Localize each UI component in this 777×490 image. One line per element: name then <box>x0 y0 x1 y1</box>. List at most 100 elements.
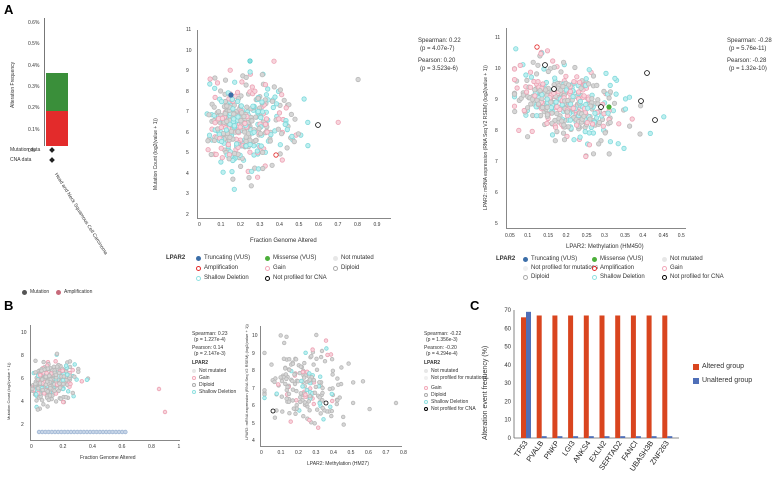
axis-tick: 8 <box>495 128 498 134</box>
shallow-deletion-circle-icon <box>192 390 196 394</box>
scatter-point <box>239 110 245 116</box>
scatter-point <box>301 413 306 419</box>
scatter-b2-legend-not-profiled-mut: Not profiled for mutations <box>424 375 487 381</box>
scatter-point <box>511 91 518 97</box>
scatter-b1-legend-gain: Gain <box>192 375 210 381</box>
axis-tick: 3 <box>186 191 189 198</box>
scatter-point <box>346 361 351 366</box>
scatter-point <box>53 359 58 364</box>
axis-tick: 0.3 <box>256 222 264 228</box>
scatter-point <box>285 384 290 390</box>
scatter-point <box>558 69 564 75</box>
scatter-point <box>638 103 644 109</box>
axis-tick: 2 <box>21 422 24 428</box>
scatter-a1-stat2: Pearson: 0.20 <box>418 58 456 64</box>
scatter-point <box>647 130 653 137</box>
scatter-point <box>574 74 580 80</box>
scatter-point <box>52 388 57 393</box>
scatter-b2-xaxis <box>260 446 402 447</box>
scatter-a1-yaxis <box>197 30 198 218</box>
legend-label: Amplification <box>64 289 93 295</box>
scatter-point <box>312 390 318 395</box>
axis-tick: 0 <box>260 450 263 456</box>
scatter-point <box>246 175 252 181</box>
scatter-point <box>329 357 335 362</box>
scatter-point <box>283 105 289 111</box>
scatter-point <box>586 67 592 73</box>
scatter-point <box>294 398 299 403</box>
scatter-point <box>205 147 211 153</box>
legend-label: Shallow Deletion <box>204 275 249 281</box>
legend-a2-not-mutated: Not mutated <box>662 256 703 262</box>
scatter-point <box>293 411 298 416</box>
scatter-point <box>318 374 323 379</box>
oncoprint-ylabel: Alteration Frequency <box>10 61 16 108</box>
axis-tick: 0.45 <box>658 233 669 239</box>
scatter-b2-xlabel: LPAR2: Methylation (HM27) <box>307 461 369 467</box>
scatter-point <box>314 332 319 338</box>
legend-label: Diploid <box>431 392 447 398</box>
scatter-point <box>206 132 213 138</box>
mutation-dot-icon <box>22 289 27 295</box>
scatter-point <box>360 379 366 384</box>
scatter-point <box>222 111 228 117</box>
legend-a2-shallow: Shallow Deletion <box>592 274 645 280</box>
scatter-point <box>626 94 633 100</box>
scatter-point <box>330 368 336 373</box>
scatter-point <box>587 116 593 122</box>
scatter-point <box>565 97 571 104</box>
scatter-point <box>67 364 73 370</box>
bar-ytick: 70 <box>504 308 511 314</box>
scatter-point <box>247 142 253 148</box>
scatter-b1-stat1: Spearman: 0.23 <box>192 331 228 337</box>
scatter-point <box>269 162 275 168</box>
diploid-circle-icon <box>523 274 528 280</box>
scatter-point <box>67 359 73 364</box>
scatter-b1-legend-shallow: Shallow Deletion <box>192 389 236 395</box>
axis-tick: 4 <box>21 399 24 405</box>
scatter-point <box>227 121 233 127</box>
scatter-point <box>283 372 289 377</box>
scatter-point <box>544 120 550 127</box>
scatter-point <box>560 59 567 65</box>
scatter-point <box>45 389 50 394</box>
scatter-point <box>263 116 270 122</box>
scatter-point <box>577 98 584 105</box>
scatter-point <box>281 97 287 103</box>
axis-tick: 1 <box>177 444 181 450</box>
scatter-point <box>560 130 567 136</box>
scatter-point <box>602 130 608 136</box>
not-mutated-dot-icon <box>192 369 196 373</box>
scatter-point <box>235 129 241 135</box>
axis-tick: 0.2 <box>237 222 244 228</box>
scatter-point <box>37 381 43 386</box>
scatter-point <box>567 101 574 107</box>
scatter-point <box>226 156 232 162</box>
oncoprint-tick: 0.1% <box>28 126 40 133</box>
axis-tick: 4 <box>186 170 189 177</box>
scatter-point <box>243 82 249 88</box>
scatter-point <box>335 119 341 125</box>
scatter-point <box>277 142 283 148</box>
scatter-point <box>553 99 559 105</box>
scatter-point <box>254 174 261 180</box>
scatter-point <box>622 106 629 112</box>
axis-tick: 0.6 <box>365 450 372 456</box>
scatter-a2-stat1: Spearman: -0.28 <box>727 38 772 44</box>
amplification-point <box>273 152 279 158</box>
scatter-point <box>39 368 44 373</box>
axis-tick: 0.6 <box>315 222 322 228</box>
scatter-point <box>292 381 298 387</box>
legend-a2-not-profiled-cna: Not profiled for CNA <box>662 274 724 280</box>
scatter-point <box>524 134 531 140</box>
scatter-point <box>544 96 550 102</box>
legend-a1-not-mutated: Not mutated <box>333 255 374 261</box>
scatter-point <box>583 76 589 82</box>
scatter-point <box>255 95 261 101</box>
axis-tick: 0.7 <box>334 222 342 228</box>
scatter-point <box>563 73 569 79</box>
truncating-dot-icon <box>196 255 201 261</box>
scatter-point <box>571 78 577 85</box>
legend-label: Not mutated <box>341 255 374 261</box>
scatter-b1-stat2b: (p = 2.147e-3) <box>194 351 226 357</box>
